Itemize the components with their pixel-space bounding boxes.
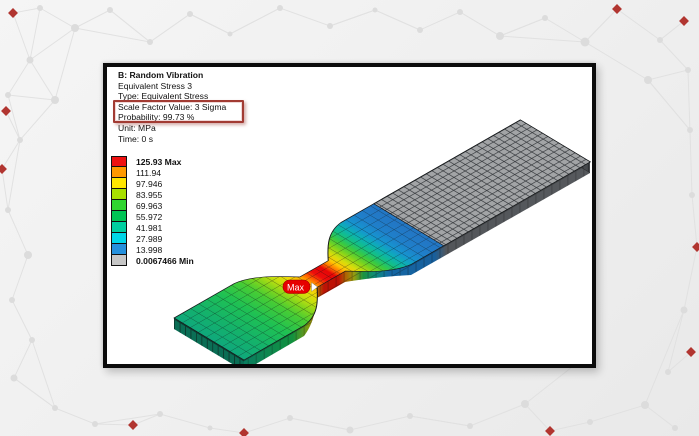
highlight-box	[113, 100, 244, 123]
legend-swatch	[111, 178, 127, 189]
max-pointer-icon	[311, 282, 318, 292]
legend-swatch	[111, 211, 127, 222]
legend-swatch	[111, 167, 127, 178]
accent-nodes	[0, 4, 699, 436]
legend-label: 13.998	[136, 244, 163, 255]
legend-row: 0.0067466 Min	[111, 255, 194, 266]
legend-label: 83.955	[136, 189, 163, 200]
legend-swatch	[111, 189, 127, 200]
legend-label: 69.963	[136, 200, 163, 211]
legend-swatch	[111, 200, 127, 211]
legend-swatch	[111, 156, 127, 167]
legend-swatch	[111, 244, 127, 255]
legend-swatch	[111, 255, 127, 266]
legend-row: 27.989	[111, 233, 194, 244]
legend-label: 55.972	[136, 211, 163, 222]
max-annotation[interactable]: Max	[282, 279, 318, 294]
result-line: Equivalent Stress 3	[118, 80, 193, 91]
legend-row: 125.93 Max	[111, 156, 194, 167]
result-info-block: B: Random Vibration Equivalent Stress 3 …	[118, 70, 226, 144]
legend-swatch	[111, 233, 127, 244]
legend-row: 83.955	[111, 189, 194, 200]
results-viewport-panel: Max B: Random Vibration Equivalent Stres…	[103, 63, 596, 368]
legend-row: 55.972	[111, 211, 194, 222]
model-3d-view[interactable]: Max	[107, 67, 592, 364]
legend-row: 69.963	[111, 200, 194, 211]
result-line-scale-factor: Scale Factor Value: 3 Sigma	[118, 101, 227, 112]
result-line-probability: Probability: 99.73 %	[118, 112, 195, 123]
legend-label: 0.0067466 Min	[136, 255, 194, 266]
legend-swatch	[111, 222, 127, 233]
legend-row: 97.946	[111, 178, 194, 189]
legend-label: 125.93 Max	[136, 156, 182, 167]
result-line-unit: Unit: MPa	[118, 122, 156, 133]
legend-row: 41.981	[111, 222, 194, 233]
contour-legend: 125.93 Max 111.94 97.946 83.955 69.963 5…	[111, 156, 194, 266]
result-line-time: Time: 0 s	[118, 133, 154, 144]
legend-label: 111.94	[136, 167, 162, 178]
legend-label: 97.946	[136, 178, 163, 189]
max-label: Max	[287, 283, 305, 293]
result-line: Type: Equivalent Stress	[118, 91, 209, 102]
legend-row: 111.94	[111, 167, 194, 178]
specimen-mesh	[173, 119, 592, 364]
result-title: B: Random Vibration	[118, 70, 204, 80]
legend-row: 13.998	[111, 244, 194, 255]
legend-label: 41.981	[136, 222, 163, 233]
legend-label: 27.989	[136, 233, 163, 244]
